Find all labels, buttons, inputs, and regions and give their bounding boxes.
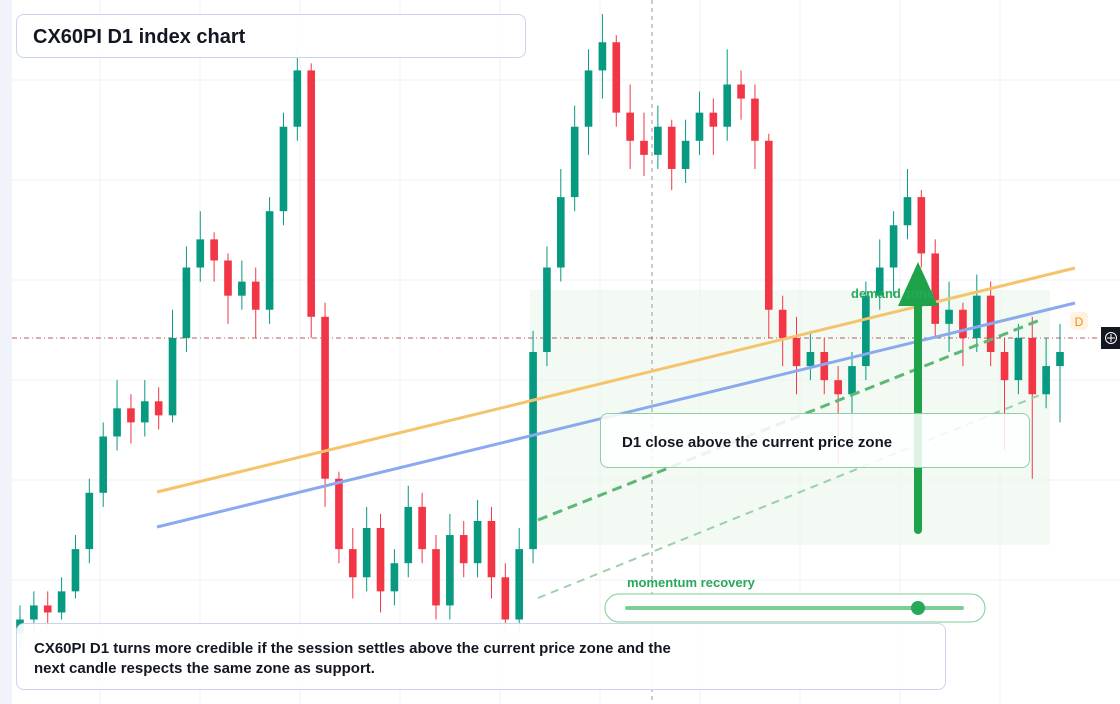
callout-text: D1 close above the current price zone	[622, 434, 893, 451]
note-box: CX60PI D1 turns more credible if the ses…	[16, 623, 946, 690]
candle-body	[251, 281, 260, 310]
candle-body	[279, 126, 288, 212]
dashed-line	[537, 318, 1041, 522]
candle-body	[127, 408, 135, 423]
candle-body	[862, 295, 870, 367]
candle-body	[99, 436, 108, 493]
candle-body	[529, 352, 537, 550]
candle-body	[168, 337, 177, 416]
candle-body	[376, 528, 385, 592]
candle-body	[30, 605, 38, 620]
candle-body	[432, 549, 440, 606]
candle-body	[404, 506, 413, 564]
candle-body	[612, 42, 621, 113]
candle-body	[695, 112, 704, 141]
candle-body	[751, 98, 759, 141]
candle-body	[265, 211, 274, 310]
candle-body	[570, 126, 579, 198]
candle-body	[543, 267, 551, 352]
candle-body	[889, 225, 898, 268]
zone-label: demand zone	[851, 286, 934, 301]
candle-body	[875, 267, 884, 296]
candle-body	[348, 549, 357, 578]
candle-body	[390, 563, 399, 592]
candle-body	[71, 549, 80, 592]
candle-body	[140, 401, 149, 423]
candle-body	[917, 197, 926, 254]
candle-body	[43, 605, 52, 613]
candle-body	[1056, 352, 1064, 367]
candle-body	[654, 126, 662, 155]
candle-body	[210, 239, 218, 261]
candles	[16, 14, 1064, 648]
candle-body	[626, 112, 634, 141]
candle-body	[903, 197, 912, 226]
candle-body	[667, 126, 676, 169]
candle-body	[154, 401, 163, 416]
candle-body	[85, 492, 94, 550]
candle-body	[737, 84, 745, 99]
candle-body	[584, 70, 593, 127]
candle-body	[1042, 366, 1050, 395]
candle-body	[723, 84, 732, 127]
candle-body	[238, 281, 246, 296]
candle-body	[945, 309, 953, 324]
candle-body	[848, 366, 856, 395]
candle-body	[1014, 337, 1023, 381]
candle-body	[182, 267, 191, 338]
candle-body	[459, 535, 468, 564]
title-box: CX60PI D1 index chart	[16, 14, 526, 58]
candle-body	[598, 42, 607, 71]
marker-bg	[1070, 312, 1088, 330]
candle-body	[57, 591, 66, 613]
candle-body	[293, 70, 302, 127]
candle-body	[681, 140, 690, 169]
candle-body	[362, 528, 371, 578]
callout: D1 close above the current price zone	[600, 413, 1030, 468]
candle-body	[224, 260, 232, 296]
candle-body	[820, 352, 829, 381]
candle-body	[446, 535, 454, 606]
title: CX60PI D1 index chart	[33, 26, 246, 48]
candle-body	[501, 577, 510, 620]
candle-body	[834, 380, 842, 395]
candle-body	[487, 520, 496, 578]
candle-body	[321, 316, 329, 479]
candle-body	[335, 478, 343, 550]
candle-body	[764, 140, 773, 310]
candle-body	[418, 506, 426, 550]
candle-body	[959, 309, 967, 338]
crosshair-icon	[1105, 332, 1117, 344]
left-rail	[0, 0, 12, 704]
candle-body	[972, 295, 981, 338]
candle-body	[778, 309, 787, 338]
candle-body	[1000, 352, 1009, 381]
slider-thumb[interactable]	[911, 601, 925, 615]
candle-body	[515, 549, 524, 620]
marker: D	[1075, 315, 1084, 329]
candle-body	[1028, 337, 1037, 395]
candle-body	[931, 253, 940, 324]
candle-body	[307, 70, 316, 317]
candle-body	[640, 140, 648, 155]
candle-body	[556, 197, 565, 268]
candle-body	[806, 352, 815, 367]
candle-body	[792, 337, 801, 367]
slider-label: momentum recovery	[627, 575, 756, 590]
arrow-head	[898, 262, 938, 306]
note: CX60PI D1 turns more credible if the ses…	[34, 640, 671, 677]
candle-body	[473, 520, 482, 564]
candle-body	[113, 408, 121, 437]
candle-body	[709, 112, 718, 127]
candle-body	[196, 239, 205, 268]
